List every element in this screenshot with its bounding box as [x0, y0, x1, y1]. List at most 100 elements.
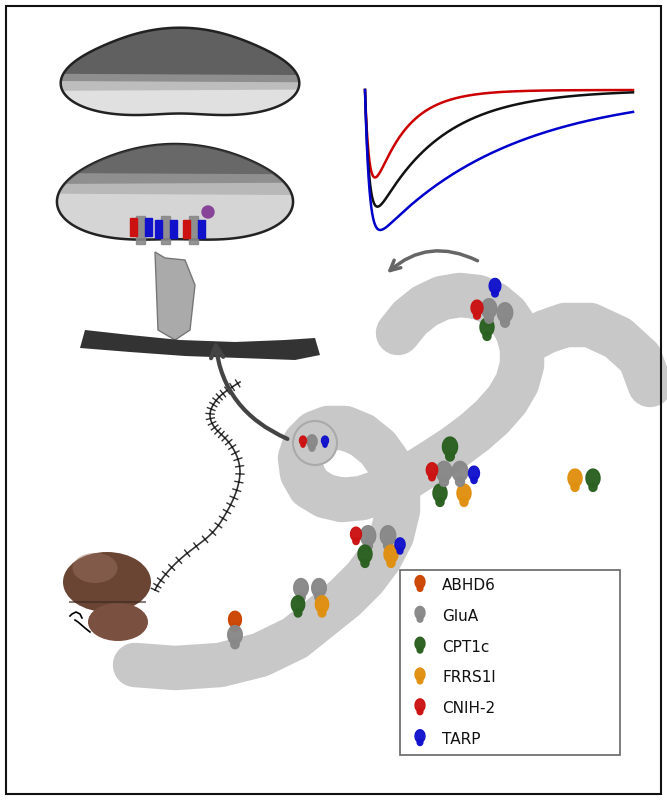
- Polygon shape: [315, 596, 329, 613]
- Polygon shape: [483, 332, 491, 341]
- Text: TARP: TARP: [442, 732, 480, 747]
- Polygon shape: [471, 477, 477, 483]
- Text: CNIH-2: CNIH-2: [442, 702, 495, 716]
- Polygon shape: [417, 678, 423, 684]
- Polygon shape: [460, 498, 468, 506]
- Bar: [130, 218, 137, 236]
- Bar: [155, 220, 162, 238]
- Polygon shape: [429, 474, 436, 481]
- Polygon shape: [474, 312, 480, 319]
- Polygon shape: [351, 527, 362, 541]
- FancyBboxPatch shape: [400, 570, 620, 755]
- Polygon shape: [364, 541, 372, 550]
- Polygon shape: [321, 436, 329, 445]
- Polygon shape: [480, 318, 494, 336]
- Polygon shape: [471, 300, 483, 315]
- Polygon shape: [61, 28, 299, 82]
- Polygon shape: [417, 647, 423, 653]
- Bar: [170, 220, 177, 238]
- Polygon shape: [485, 314, 494, 323]
- Polygon shape: [417, 586, 423, 591]
- Polygon shape: [59, 144, 292, 195]
- Polygon shape: [57, 144, 293, 240]
- Polygon shape: [65, 144, 285, 184]
- Bar: [145, 218, 152, 236]
- Polygon shape: [415, 730, 425, 742]
- Polygon shape: [307, 435, 317, 448]
- Bar: [136, 216, 145, 244]
- Polygon shape: [358, 545, 372, 563]
- Polygon shape: [231, 624, 239, 632]
- Polygon shape: [415, 606, 425, 619]
- Polygon shape: [309, 445, 315, 451]
- Polygon shape: [457, 484, 471, 502]
- Polygon shape: [433, 484, 447, 502]
- Polygon shape: [440, 477, 448, 486]
- Polygon shape: [361, 558, 369, 567]
- Polygon shape: [415, 699, 425, 712]
- Polygon shape: [387, 558, 395, 567]
- Polygon shape: [498, 302, 513, 322]
- Bar: [189, 216, 198, 244]
- Polygon shape: [482, 298, 497, 318]
- Polygon shape: [80, 330, 320, 360]
- Polygon shape: [294, 609, 302, 617]
- Polygon shape: [318, 609, 325, 617]
- Polygon shape: [384, 545, 398, 563]
- Polygon shape: [311, 578, 326, 598]
- Circle shape: [293, 421, 337, 465]
- Polygon shape: [446, 452, 454, 461]
- Polygon shape: [568, 469, 582, 487]
- Polygon shape: [293, 578, 308, 598]
- Polygon shape: [301, 443, 305, 447]
- Polygon shape: [415, 638, 425, 650]
- Polygon shape: [417, 739, 423, 746]
- Polygon shape: [415, 575, 425, 588]
- Polygon shape: [489, 278, 501, 294]
- Polygon shape: [61, 28, 299, 90]
- Polygon shape: [229, 611, 241, 628]
- Polygon shape: [395, 538, 405, 551]
- Polygon shape: [231, 640, 239, 649]
- Polygon shape: [360, 526, 376, 546]
- Ellipse shape: [73, 553, 117, 583]
- Polygon shape: [299, 436, 307, 445]
- Polygon shape: [315, 593, 323, 602]
- Polygon shape: [63, 28, 297, 75]
- Polygon shape: [456, 477, 464, 486]
- Text: FRRS1l: FRRS1l: [442, 670, 496, 686]
- Polygon shape: [297, 593, 305, 602]
- Text: ABHD6: ABHD6: [442, 578, 496, 593]
- Bar: [161, 216, 170, 244]
- Polygon shape: [589, 482, 597, 491]
- Polygon shape: [323, 443, 327, 447]
- Polygon shape: [492, 290, 498, 297]
- Polygon shape: [380, 526, 396, 546]
- Polygon shape: [436, 462, 452, 482]
- Polygon shape: [417, 616, 423, 622]
- Polygon shape: [501, 318, 510, 327]
- Bar: [198, 220, 205, 238]
- Ellipse shape: [88, 603, 148, 641]
- Polygon shape: [384, 541, 392, 550]
- Polygon shape: [468, 466, 480, 480]
- Bar: [183, 220, 190, 238]
- Polygon shape: [227, 626, 242, 644]
- Polygon shape: [586, 469, 600, 487]
- Polygon shape: [417, 709, 423, 714]
- Polygon shape: [155, 252, 195, 340]
- Polygon shape: [452, 462, 468, 482]
- Circle shape: [202, 206, 214, 218]
- Text: GluA: GluA: [442, 609, 478, 624]
- Text: CPT1c: CPT1c: [442, 639, 490, 654]
- Polygon shape: [436, 498, 444, 506]
- Polygon shape: [291, 596, 305, 613]
- Polygon shape: [571, 482, 579, 491]
- Polygon shape: [397, 548, 403, 554]
- Polygon shape: [353, 538, 359, 545]
- Polygon shape: [426, 462, 438, 478]
- Polygon shape: [61, 28, 299, 115]
- Ellipse shape: [63, 552, 151, 612]
- Polygon shape: [415, 668, 425, 681]
- Polygon shape: [442, 437, 458, 456]
